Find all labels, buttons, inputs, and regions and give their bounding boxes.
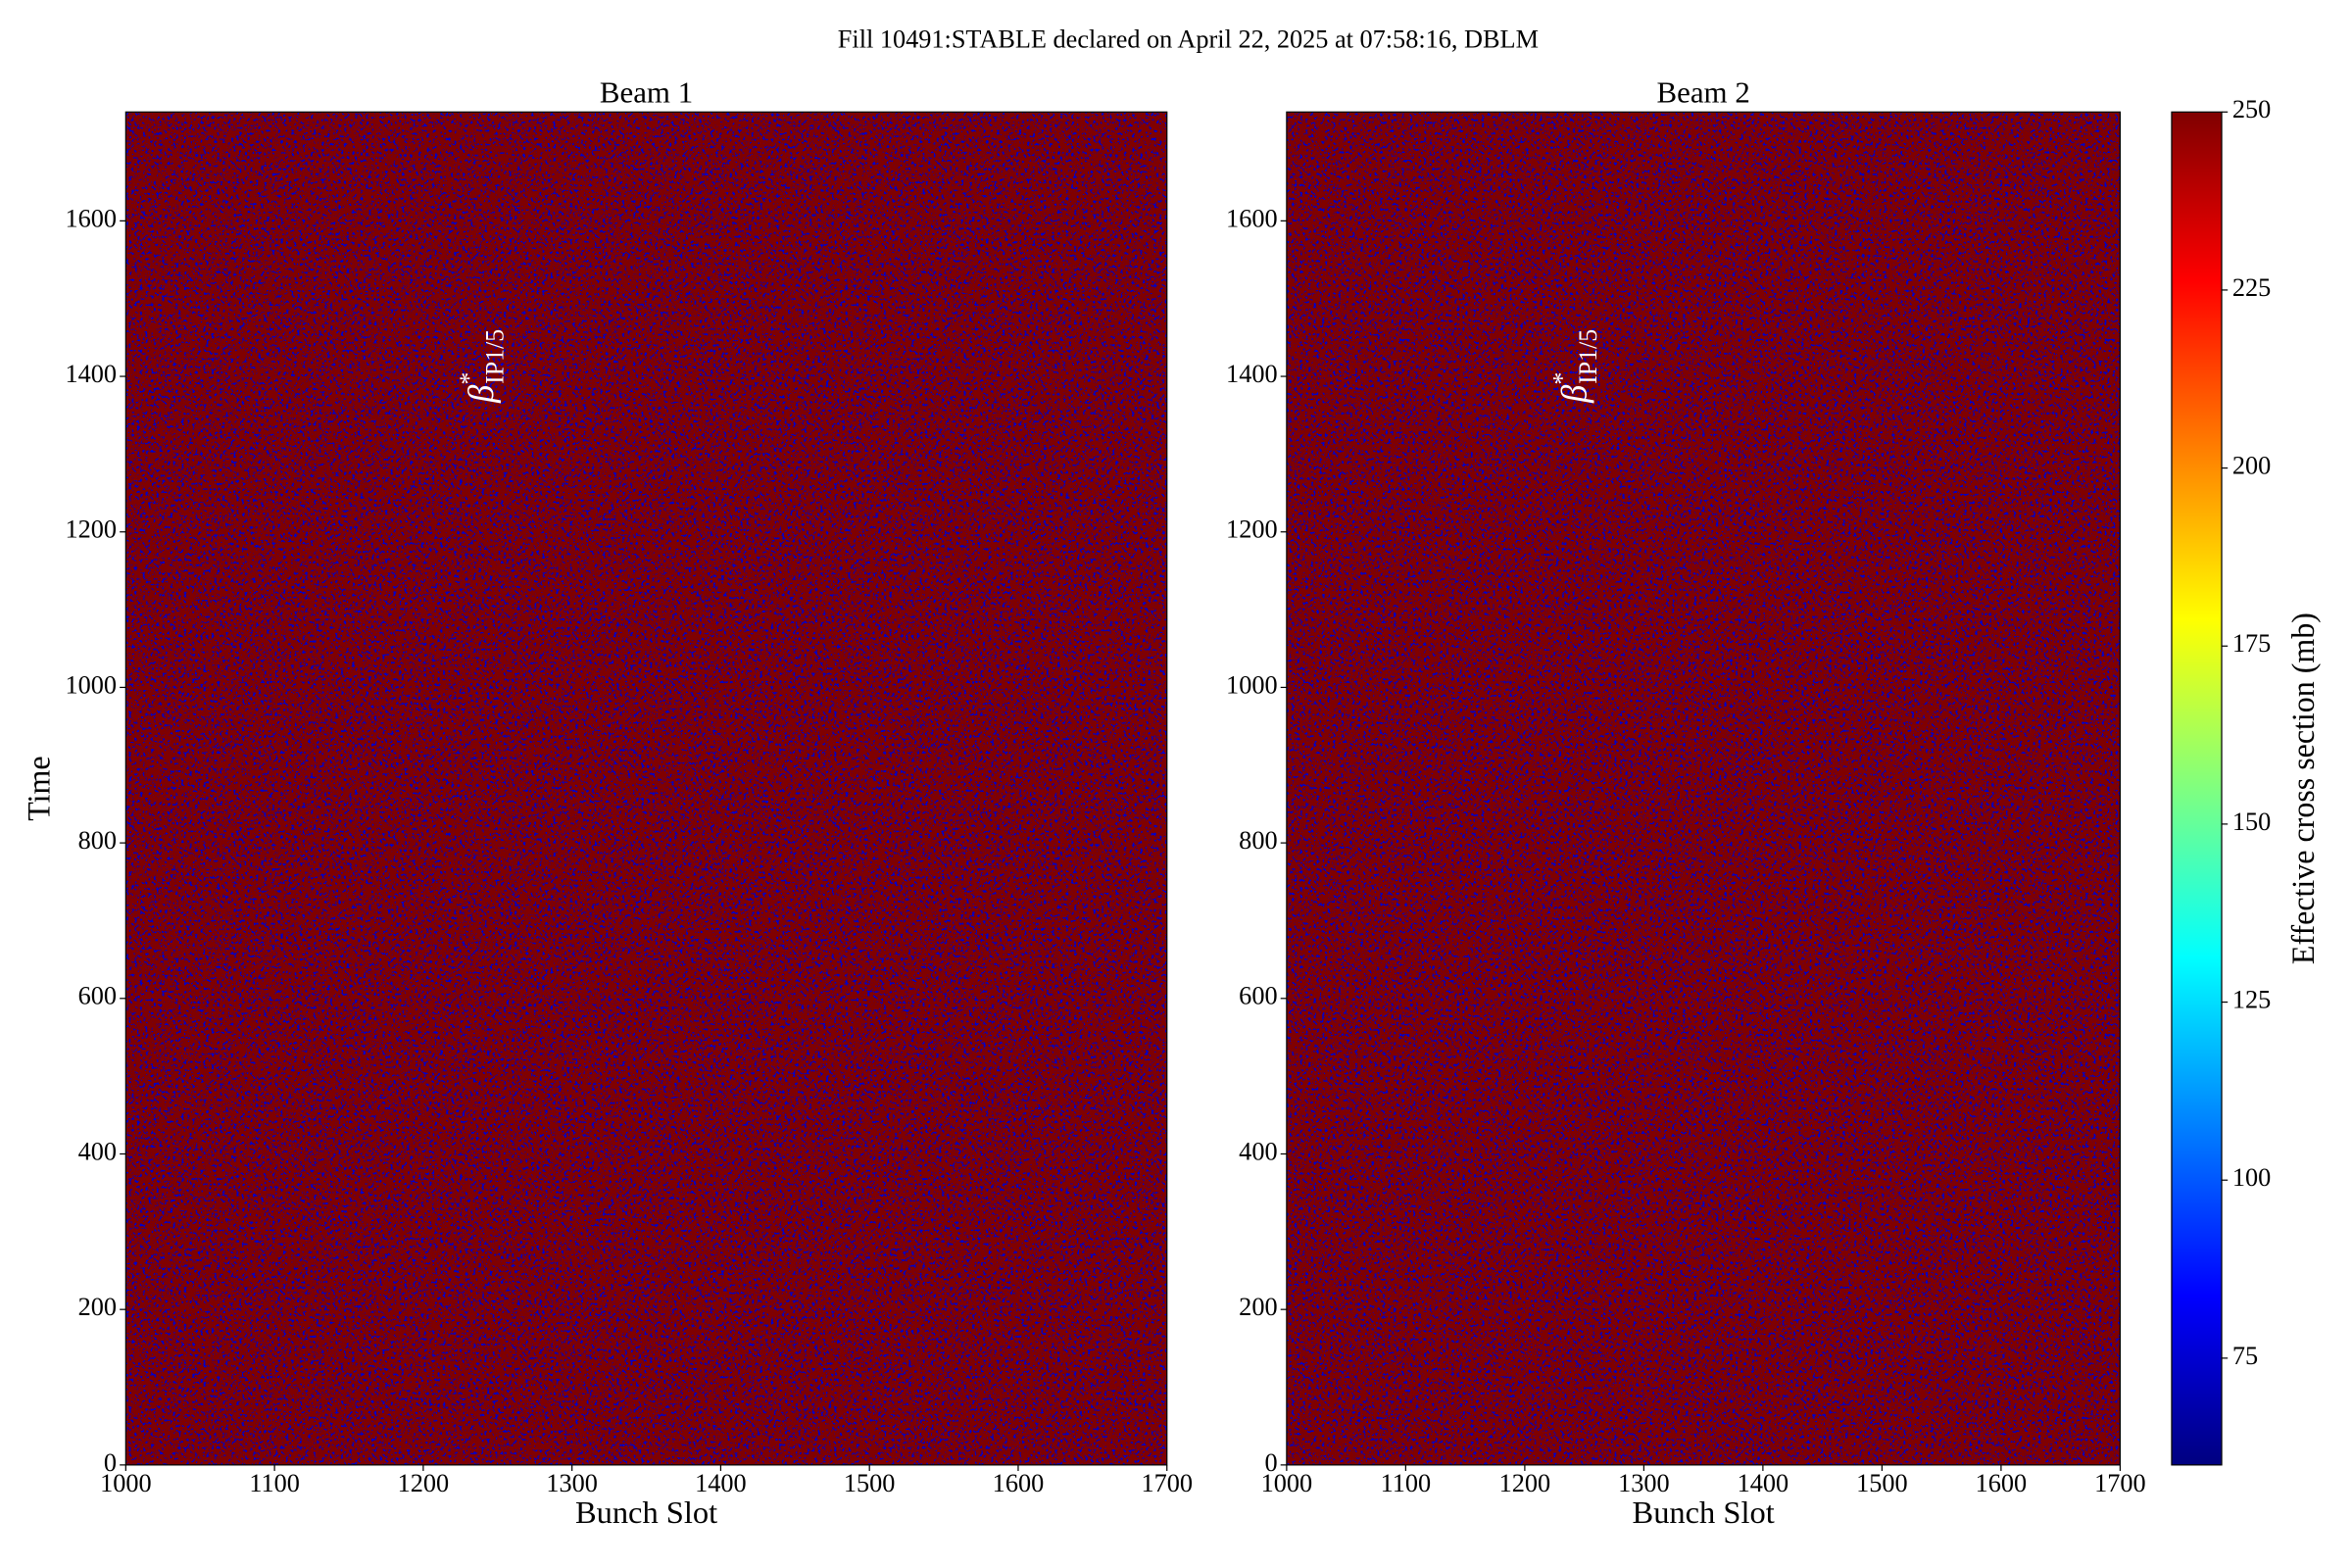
axes-title: Beam 1 xyxy=(600,76,693,110)
axes-frame xyxy=(1286,111,2122,1466)
y-tick-label: 1000 xyxy=(1226,671,1278,700)
x-tick-label: 1500 xyxy=(1856,1469,1908,1497)
colorbar-label: Effective cross section (mb) xyxy=(2285,612,2321,964)
annotation-sub: IP1/5 xyxy=(1574,329,1602,384)
colorbar-tick-label: 175 xyxy=(2232,629,2271,658)
x-tick-label: 1300 xyxy=(1618,1469,1670,1497)
annotation-sub: IP1/5 xyxy=(480,329,509,384)
x-tick-label: 1400 xyxy=(1738,1469,1789,1497)
annotation-symbol: β xyxy=(1554,384,1594,404)
annotation-symbol: β xyxy=(461,384,501,404)
x-tick-label: 1000 xyxy=(100,1469,152,1497)
annotation: β*IP1/5 xyxy=(1548,329,1603,404)
axes-title: Beam 2 xyxy=(1656,76,1749,110)
y-tick-label: 1400 xyxy=(1226,360,1278,388)
y-tick-label: 0 xyxy=(104,1448,117,1477)
heatmap-noise xyxy=(125,112,1167,1465)
y-tick-label: 600 xyxy=(78,982,117,1010)
x-tick-label: 1000 xyxy=(1261,1469,1313,1497)
y-tick-label: 400 xyxy=(78,1138,117,1166)
y-tick-label: 1600 xyxy=(66,204,118,232)
y-tick-label: 800 xyxy=(78,826,117,855)
annotation-sup: * xyxy=(455,372,483,385)
x-tick-label: 1600 xyxy=(1976,1469,2028,1497)
colorbar-tick-label: 225 xyxy=(2232,273,2271,302)
x-tick-label: 1700 xyxy=(1141,1469,1193,1497)
annotation: β*IP1/5 xyxy=(455,329,510,404)
heatmap-noise xyxy=(1286,112,2121,1465)
x-tick-label: 1100 xyxy=(1381,1469,1432,1497)
y-tick-label: 600 xyxy=(1239,982,1277,1010)
y-tick-label: 200 xyxy=(1239,1293,1277,1321)
colorbar-tick-label: 150 xyxy=(2232,808,2271,836)
colorbar-tick-label: 200 xyxy=(2232,452,2271,480)
x-tick-label: 1500 xyxy=(844,1469,896,1497)
x-tick-label: 1100 xyxy=(249,1469,300,1497)
x-axis-label: Bunch Slot xyxy=(575,1494,717,1530)
y-tick-label: 200 xyxy=(78,1293,117,1321)
colorbar-tick-label: 125 xyxy=(2232,986,2271,1014)
x-tick-label: 1400 xyxy=(695,1469,747,1497)
x-tick-label: 1600 xyxy=(993,1469,1045,1497)
y-tick-label: 1000 xyxy=(66,671,118,700)
y-axis-label: Time xyxy=(22,756,57,820)
y-tick-label: 1400 xyxy=(66,360,118,388)
x-tick-label: 1300 xyxy=(546,1469,598,1497)
y-tick-label: 1600 xyxy=(1226,204,1278,232)
x-tick-label: 1200 xyxy=(398,1469,450,1497)
y-tick-label: 800 xyxy=(1239,826,1277,855)
x-axis-label: Bunch Slot xyxy=(1633,1494,1775,1530)
x-tick-label: 1700 xyxy=(2094,1469,2146,1497)
colorbar-tick-label: 75 xyxy=(2232,1342,2258,1370)
axes-frame xyxy=(124,111,1168,1466)
colorbar xyxy=(2171,111,2223,1466)
y-tick-label: 1200 xyxy=(1226,515,1278,544)
colorbar-tick-label: 250 xyxy=(2232,95,2271,123)
y-tick-label: 1200 xyxy=(66,515,118,544)
y-tick-label: 400 xyxy=(1239,1138,1277,1166)
figure-title: Fill 10491:STABLE declared on April 22, … xyxy=(838,25,1539,54)
annotation-sup: * xyxy=(1548,372,1577,385)
x-tick-label: 1200 xyxy=(1499,1469,1551,1497)
y-tick-label: 0 xyxy=(1264,1448,1277,1477)
colorbar-tick-label: 100 xyxy=(2232,1163,2271,1192)
